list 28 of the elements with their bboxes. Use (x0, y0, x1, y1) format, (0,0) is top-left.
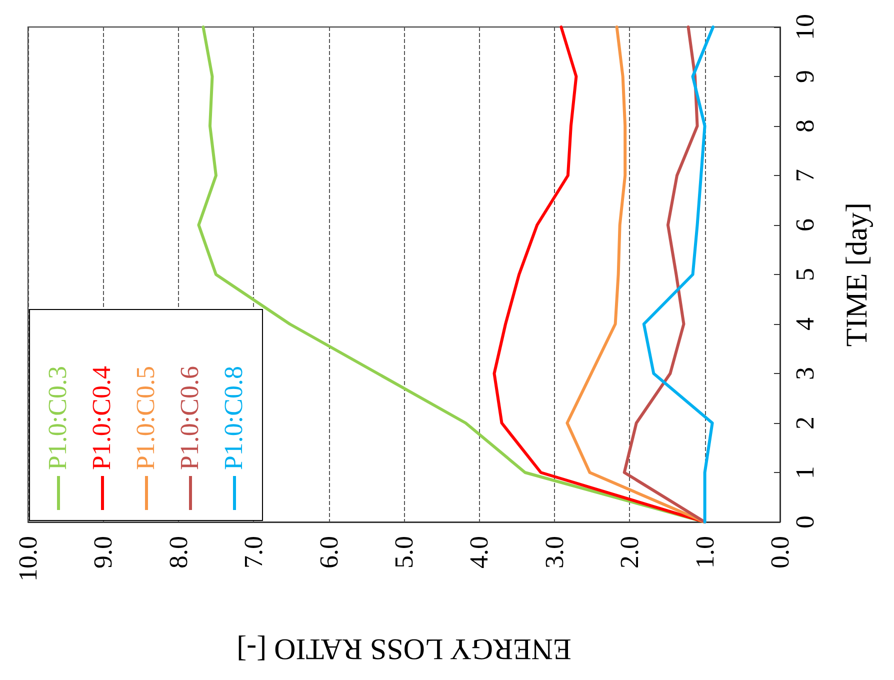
x-tick-label: 0.0 (766, 536, 794, 568)
y-tick-label: 9 (790, 70, 820, 83)
x-tick-label: 9.0 (88, 536, 118, 568)
x-tick-label: 1.0 (690, 536, 720, 568)
y-tick-label: 10 (790, 14, 820, 40)
x-tick-label: 2.0 (615, 536, 644, 568)
x-tick-label: 3.0 (540, 536, 569, 568)
y-tick-label: 7 (790, 169, 820, 182)
x-tick-label: 7.0 (239, 536, 268, 568)
y-tick-label: 6 (790, 218, 820, 232)
line-series (622, 26, 706, 524)
x-tick-label: 4.0 (464, 536, 494, 568)
line-series (197, 26, 706, 524)
y-tick-label: 8 (790, 120, 820, 132)
y-tick-label: 5 (790, 268, 820, 281)
x-tick-label: 6.0 (314, 536, 344, 568)
legend-box: P1.0:C0.3 P1.0:C0.4 P1.0:C0.5 P1.0:C0.6 P1.0:C0.8 (29, 309, 263, 521)
x-tick-label: 5.0 (390, 536, 418, 568)
y-tick-label: 3 (790, 367, 820, 380)
x-tick-label: 10.0 (14, 536, 42, 582)
y-axis-title: TIME [day] (840, 202, 874, 347)
y-tick-label: 0 (790, 516, 820, 528)
y-tick-label: 4 (790, 318, 820, 330)
y-tick-label: 2 (790, 416, 820, 430)
x-tick-label: 8.0 (164, 536, 193, 568)
y-tick-label: 1 (790, 466, 820, 479)
line-series (642, 26, 715, 524)
x-axis-title: ENERGY LOSS RATIO [-] (236, 632, 572, 666)
